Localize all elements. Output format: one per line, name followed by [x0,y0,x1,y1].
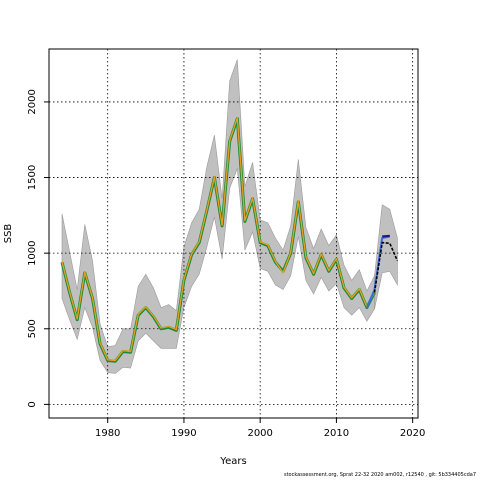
x-tick-label-2010: 2010 [324,428,349,439]
x-axis-label: Years [219,456,246,467]
series-line-ssb [61,117,376,362]
series-lines [60,117,399,363]
x-tick-label-1990: 1990 [171,428,196,439]
grid-lines [49,49,418,418]
forecast-band [374,204,398,310]
x-tick-label-2020: 2020 [400,428,425,439]
series-line-green [60,117,376,363]
series-line-navy [382,234,390,238]
y-axis-label: SSB [3,224,14,244]
plot-area [61,59,398,374]
y-tick-label-2000: 2000 [27,89,38,114]
x-tick-label-2000: 2000 [247,428,272,439]
y-tick-label-500: 500 [27,319,38,338]
confidence-band [61,59,375,374]
y-tick-label-1000: 1000 [27,240,38,265]
plot-frame [48,48,419,419]
series-line-forecast [373,241,399,293]
footer-credit: stockassessment.org, Sprat 22-32 2020 am… [283,472,476,478]
y-tick-label-0: 0 [27,401,38,407]
y-tick-label-1500: 1500 [27,165,38,190]
x-tick-label-1980: 1980 [95,428,120,439]
axes: 1980 1990 2000 2010 2020 0 500 1000 1500 2000 [27,89,425,439]
